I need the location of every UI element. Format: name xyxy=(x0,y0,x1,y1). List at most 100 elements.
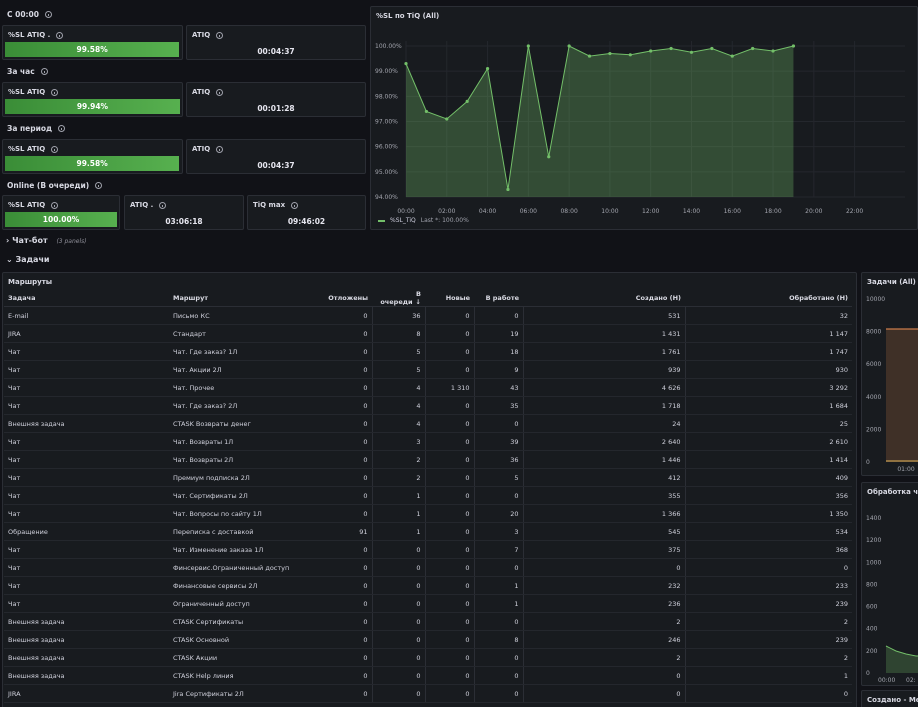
table-cell: 0 xyxy=(424,522,474,541)
table-cell: 0 xyxy=(319,468,372,487)
x-tick-label: 18:00 xyxy=(764,208,781,215)
table-cell: 91 xyxy=(319,522,372,541)
row-panel-count: (3 panels) xyxy=(56,238,87,245)
x-tick-label: 22:00 xyxy=(846,208,863,215)
table-row[interactable]: Чат Финансовые сервисы 2Л 0 0 0 1 232 233 xyxy=(4,576,852,595)
table-row[interactable]: Чат Чат. Вопросы по сайту 1Л 0 1 0 20 1 366 1 3… xyxy=(4,504,852,523)
table-row[interactable]: Чат Чат. Акции 2Л 0 5 0 9 939 930 xyxy=(4,360,852,379)
table-cell: 0 xyxy=(319,666,372,685)
table-cell: Чат xyxy=(4,342,169,361)
row-chatbot[interactable]: › Чат-бот (3 panels) xyxy=(6,236,87,245)
table-row[interactable]: Внешняя задача CTASK Основной 0 0 0 8 246 239 xyxy=(4,630,852,649)
table-cell: 2 xyxy=(684,612,852,631)
table-cell: 1 684 xyxy=(684,396,852,415)
panel-title: ATIQ xyxy=(192,88,224,96)
info-icon[interactable] xyxy=(51,145,59,153)
table-cell: 0 xyxy=(319,396,372,415)
table-cell: Чат xyxy=(4,594,169,613)
info-icon[interactable] xyxy=(216,145,224,153)
table-row[interactable]: Чат Чат. Изменение заказа 1Л 0 0 0 7 375 368 xyxy=(4,540,852,559)
table-row[interactable]: Внешняя задача CTASK Сертификаты 0 0 0 0 2 2 xyxy=(4,612,852,631)
atiq-panel[interactable]: ATIQ 00:04:37 xyxy=(186,139,366,174)
chart-legend[interactable]: %SL_TiQ Last *: 100.00% xyxy=(378,217,469,224)
table-cell: 0 xyxy=(684,558,852,577)
table-cell: Чат. Где заказ? 2Л xyxy=(169,396,319,415)
table-cell: 1 147 xyxy=(684,324,852,343)
column-header[interactable]: Обработано (Н) xyxy=(685,290,852,307)
table-cell: 2 xyxy=(684,648,852,667)
table-cell: 0 xyxy=(473,684,523,703)
table-row[interactable]: Чат Чат. Сертификаты 2Л 0 1 0 0 355 356 xyxy=(4,486,852,505)
atiq-panel[interactable]: ATIQ 00:04:37 xyxy=(186,25,366,60)
sl-atiq-panel[interactable]: %SL ATIQ 99.58% xyxy=(2,139,183,174)
info-icon[interactable] xyxy=(56,31,64,39)
table-row[interactable]: Чат Финсервис.Ограниченный доступ 0 0 0 0 0 0 xyxy=(4,558,852,577)
table-cell: Чат. Где заказ? 1Л xyxy=(169,342,319,361)
column-header[interactable]: В работе xyxy=(474,290,523,307)
online-tiq-panel[interactable]: TiQ max 09:46:02 xyxy=(247,195,366,230)
info-icon[interactable] xyxy=(159,201,167,209)
x-tick-label: 12:00 xyxy=(642,208,659,215)
info-icon[interactable] xyxy=(40,68,48,75)
table-cell: Внешняя задача xyxy=(4,630,169,649)
section-title: За период xyxy=(7,124,66,133)
table-cell: 939 xyxy=(522,360,685,379)
panel-title-text: ATIQ xyxy=(192,145,211,153)
table-cell: Чат. Акции 2Л xyxy=(169,360,319,379)
created-median-panel[interactable]: Создано - Мед xyxy=(861,690,918,707)
column-header[interactable]: В очереди ↓ xyxy=(372,290,425,307)
table-cell: 19 xyxy=(473,324,523,343)
table-row[interactable]: Чат Премиум подписка 2Л 0 2 0 5 412 409 xyxy=(4,468,852,487)
table-cell: 0 xyxy=(319,540,372,559)
column-header[interactable]: Создано (Н) xyxy=(523,290,685,307)
table-cell: 2 610 xyxy=(684,432,852,451)
sl-tiq-chart-panel[interactable]: %SL по TiQ (All) 100.00% 99.00% 98.00% 97.0… xyxy=(370,6,918,230)
chat-processing-title: Обработка чат xyxy=(867,488,918,496)
info-icon[interactable] xyxy=(51,88,59,96)
table-cell: Ограниченный доступ xyxy=(169,594,319,613)
online-atiq-panel[interactable]: ATIQ . 03:06:18 xyxy=(124,195,244,230)
table-row[interactable]: Внешняя задача CTASK Возвраты денег 0 4 0 0 24… xyxy=(4,414,852,433)
x-tick-label: 14:00 xyxy=(683,208,700,215)
column-header[interactable]: Задача xyxy=(4,290,169,307)
data-point xyxy=(445,117,449,121)
info-icon[interactable] xyxy=(95,182,103,189)
data-point xyxy=(689,50,694,54)
table-row[interactable]: Внешняя задача CTASK Help линия 0 0 0 0 0 1 xyxy=(4,666,852,685)
table-cell: 0 xyxy=(371,684,425,703)
created-median-title: Создано - Мед xyxy=(867,696,918,704)
table-row[interactable]: E-mail Письмо КС 0 36 0 0 531 32 xyxy=(4,306,852,325)
table-row[interactable]: JIRA Стандарт 0 8 0 19 1 431 1 147 xyxy=(4,324,852,343)
table-cell: CTASK Сертификаты xyxy=(169,612,319,631)
table-row[interactable]: Внешняя задача CTASK Акции 0 0 0 0 2 2 xyxy=(4,648,852,667)
info-icon[interactable] xyxy=(216,88,224,96)
table-cell: Переписка с доставкой xyxy=(169,522,319,541)
atiq-panel[interactable]: ATIQ 00:01:28 xyxy=(186,82,366,117)
online-sl-panel[interactable]: %SL ATIQ 100.00% xyxy=(2,195,120,230)
panel-title-text: %SL ATIQ xyxy=(8,201,46,209)
sl-atiq-panel[interactable]: %SL ATIQ . 99.58% xyxy=(2,25,183,60)
table-row[interactable]: JIRA Jira Сертификаты 2Л 0 0 0 0 0 0 xyxy=(4,684,852,703)
row-tasks[interactable]: ⌄ Задачи xyxy=(6,255,50,264)
table-row[interactable]: Обращение Переписка с доставкой 91 1 0 3 545 53… xyxy=(4,522,852,541)
table-row[interactable]: Чат Чат. Возвраты 2Л 0 2 0 36 1 446 1 414 xyxy=(4,450,852,469)
chat-processing-panel[interactable]: Обработка чат 14001200100080060040020000… xyxy=(861,482,918,686)
table-row[interactable]: Чат Чат. Возвраты 1Л 0 3 0 39 2 640 2 610 xyxy=(4,432,852,451)
column-header[interactable]: Новые xyxy=(425,290,474,307)
info-icon[interactable] xyxy=(216,31,224,39)
sl-atiq-panel[interactable]: %SL ATIQ 99.94% xyxy=(2,82,183,117)
table-row[interactable]: Чат Чат. Где заказ? 2Л 0 4 0 35 1 718 1 684 xyxy=(4,396,852,415)
info-icon[interactable] xyxy=(51,201,59,209)
column-header[interactable]: Отложены xyxy=(319,290,372,307)
tasks-all-panel[interactable]: Задачи (All) 10000 8000 6000 4000 2000 0 01:00 xyxy=(861,272,918,476)
table-row[interactable]: Чат Ограниченный доступ 0 0 0 1 236 239 xyxy=(4,594,852,613)
chevron-right-icon: › xyxy=(6,236,10,245)
table-row[interactable]: Чат Чат. Прочее 0 4 1 310 43 4 626 3 292 xyxy=(4,378,852,397)
table-cell: Чат. Сертификаты 2Л xyxy=(169,486,319,505)
table-cell: 0 xyxy=(424,450,474,469)
info-icon[interactable] xyxy=(58,125,66,132)
info-icon[interactable] xyxy=(45,11,52,18)
column-header[interactable]: Маршрут xyxy=(169,290,319,307)
table-row[interactable]: Чат Чат. Где заказ? 1Л 0 5 0 18 1 761 1 747 xyxy=(4,342,852,361)
info-icon[interactable] xyxy=(291,201,299,209)
